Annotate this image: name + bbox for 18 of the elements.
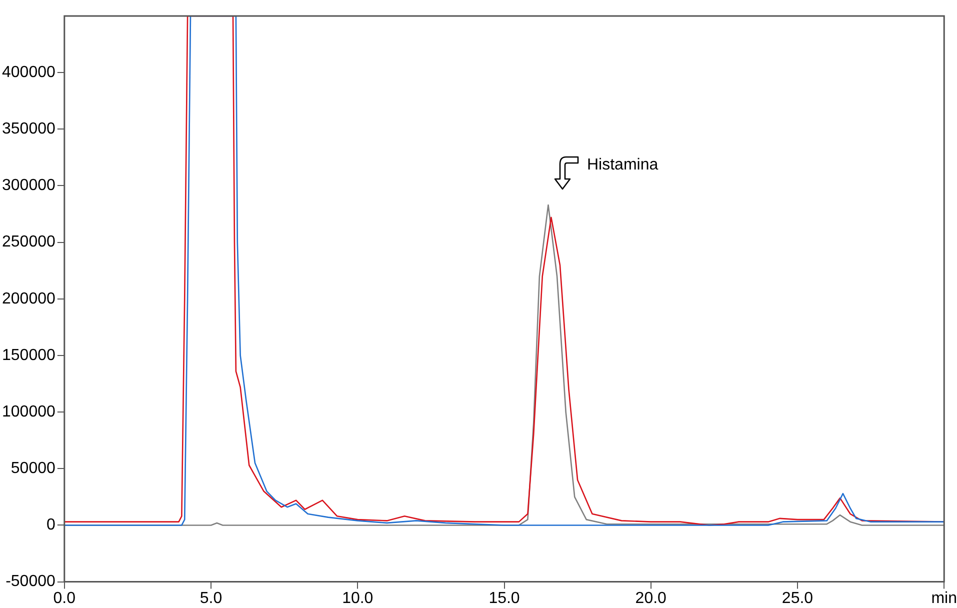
x-tick-label: 20.0	[635, 590, 667, 607]
y-tick-label: 0	[46, 516, 56, 534]
y-tick-label: 350000	[2, 120, 56, 138]
y-tick-label: 400000	[2, 64, 56, 81]
y-tick-label: 250000	[2, 234, 56, 251]
y-tick-label: 300000	[2, 177, 56, 194]
y-tick-label: 100000	[2, 403, 56, 420]
y-tick-label: 50000	[10, 460, 56, 478]
y-tick-label: 150000	[2, 346, 56, 364]
x-tick-label: 15.0	[488, 590, 520, 607]
x-tick-label: 25.0	[782, 590, 814, 607]
x-tick-label: min	[931, 590, 957, 607]
x-tick-label: 5.0	[200, 590, 222, 607]
x-tick-label: 0.0	[53, 590, 76, 607]
y-tick-label: 200000	[2, 290, 56, 308]
annotation: Histamina	[587, 156, 658, 174]
x-tick-label: 10.0	[342, 590, 374, 607]
y-tick-label: -50000	[6, 573, 56, 590]
